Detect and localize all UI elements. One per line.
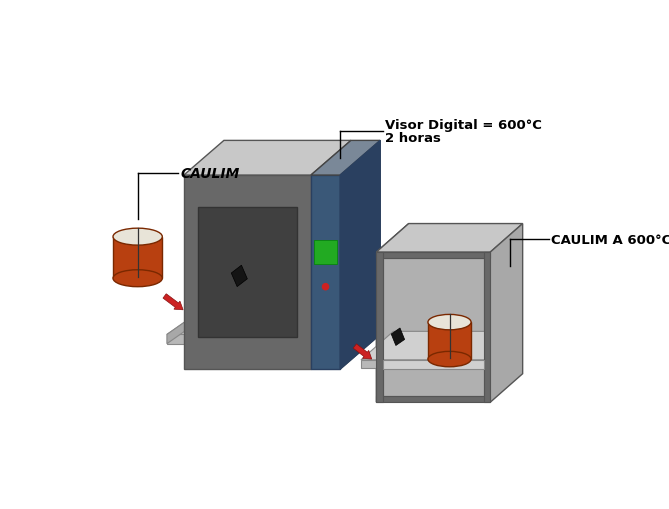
Polygon shape — [377, 396, 490, 402]
Ellipse shape — [428, 351, 471, 367]
Polygon shape — [383, 360, 484, 369]
Polygon shape — [377, 223, 522, 252]
Polygon shape — [314, 240, 337, 264]
Polygon shape — [184, 140, 351, 175]
Polygon shape — [198, 207, 297, 337]
Polygon shape — [231, 265, 248, 287]
Text: CAULIM: CAULIM — [180, 167, 240, 181]
Ellipse shape — [113, 228, 163, 245]
Text: Visor Digital = 600°C: Visor Digital = 600°C — [385, 119, 542, 132]
Ellipse shape — [428, 315, 471, 330]
Polygon shape — [184, 175, 311, 369]
Polygon shape — [428, 322, 471, 359]
Polygon shape — [113, 237, 163, 278]
Polygon shape — [377, 252, 490, 258]
Polygon shape — [484, 252, 490, 402]
Polygon shape — [167, 319, 189, 344]
Polygon shape — [167, 334, 311, 344]
Polygon shape — [391, 328, 405, 346]
Polygon shape — [311, 140, 380, 175]
Polygon shape — [383, 258, 484, 396]
Ellipse shape — [113, 270, 163, 287]
Polygon shape — [377, 252, 383, 402]
Text: 2 horas: 2 horas — [385, 132, 441, 145]
Polygon shape — [311, 175, 340, 369]
Polygon shape — [361, 331, 522, 360]
Circle shape — [322, 284, 328, 290]
Polygon shape — [490, 223, 522, 402]
FancyArrow shape — [353, 344, 372, 359]
Polygon shape — [340, 140, 380, 369]
Polygon shape — [377, 223, 409, 402]
Polygon shape — [167, 319, 332, 334]
FancyArrow shape — [163, 294, 183, 310]
Polygon shape — [340, 140, 380, 369]
Polygon shape — [361, 360, 490, 367]
Text: CAULIM A 600°C: CAULIM A 600°C — [551, 234, 669, 247]
